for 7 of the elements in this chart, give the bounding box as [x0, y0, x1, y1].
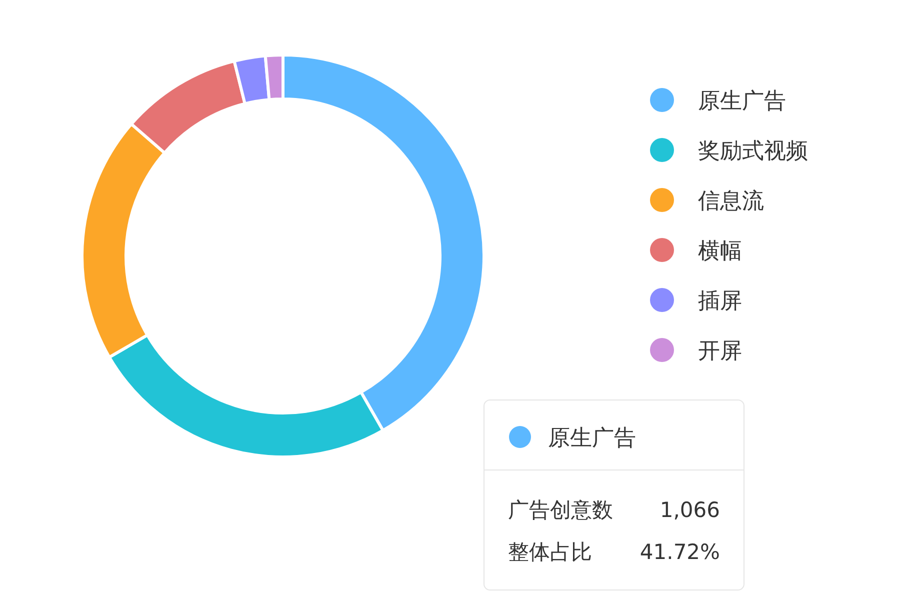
legend-label: 横幅 — [698, 239, 742, 264]
legend-label: 开屏 — [698, 339, 742, 364]
legend-label: 插屏 — [698, 289, 742, 314]
legend-label: 奖励式视频 — [698, 139, 808, 164]
tooltip: 原生广告 广告创意数 1,066 整体占比 41.72% — [484, 400, 744, 590]
legend-label: 原生广告 — [698, 89, 786, 114]
legend-label: 信息流 — [698, 189, 764, 214]
